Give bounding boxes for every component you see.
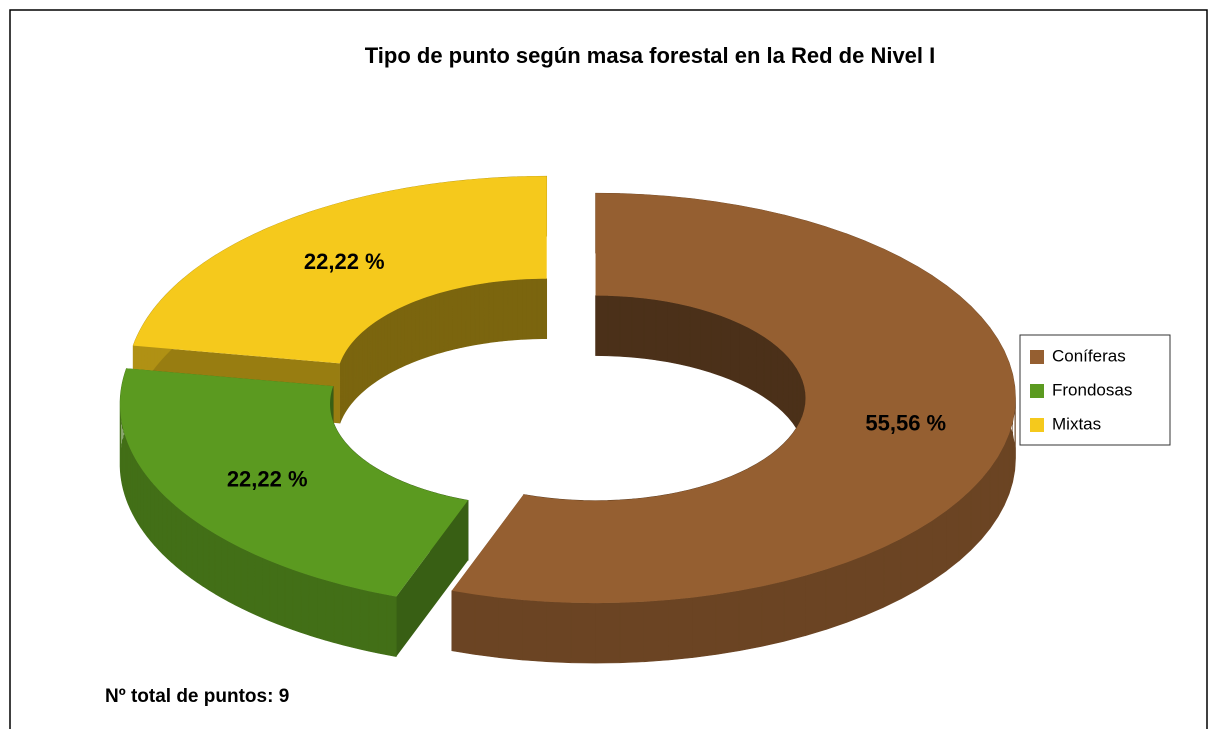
slice: [451, 193, 1016, 604]
legend-label: Mixtas: [1052, 414, 1101, 433]
slice: [120, 368, 469, 597]
legend-label: Frondosas: [1052, 380, 1132, 399]
data-label: 55,56 %: [865, 411, 946, 436]
data-label: 22,22 %: [304, 249, 385, 274]
slice-end-wall: [133, 176, 547, 424]
chart-title: Tipo de punto según masa forestal en la …: [365, 43, 936, 68]
legend-box: [1019, 334, 1171, 446]
legend-swatch: [1030, 418, 1044, 432]
slice: [133, 176, 547, 364]
legend-swatch: [1030, 350, 1044, 364]
slice-inner-wall: [339, 278, 548, 424]
legend-label: Coníferas: [1052, 346, 1126, 365]
legend-swatch: [1030, 384, 1044, 398]
data-label: 22,22 %: [227, 467, 308, 492]
annotation: Nº total de puntos: 9: [105, 686, 289, 707]
slice-outer-wall: [119, 368, 397, 657]
